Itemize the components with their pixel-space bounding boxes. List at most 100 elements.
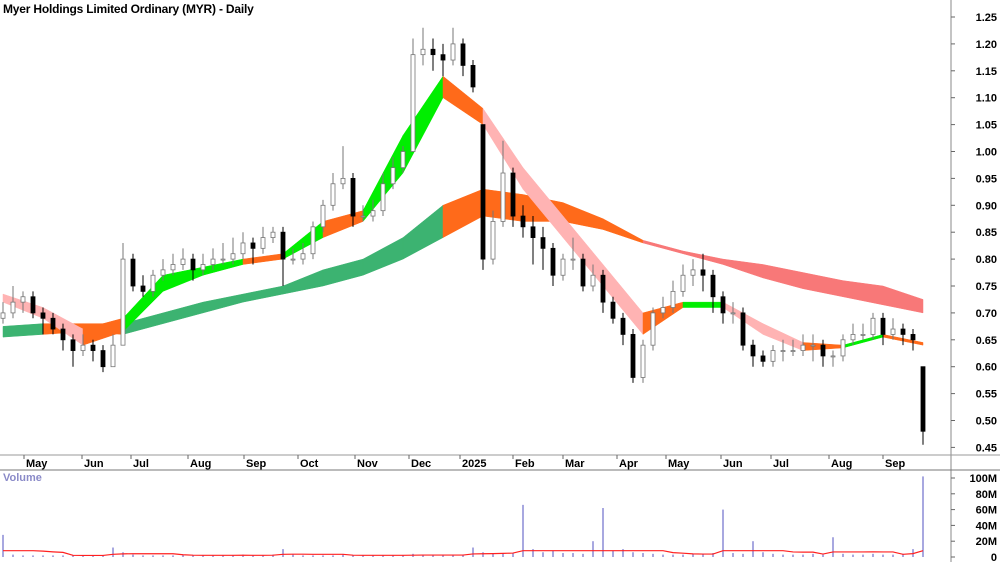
x-tick-label: Sep (885, 458, 905, 470)
y-tick-label: 1.05 (976, 120, 997, 132)
long-ribbon-segment (322, 258, 364, 287)
candle-up (590, 274, 596, 287)
candle-up (300, 253, 306, 260)
volume-tick-label: 0 (991, 552, 997, 562)
candle-up (310, 226, 316, 255)
candle-down (100, 350, 106, 368)
long-ribbon-segment (762, 264, 804, 290)
candle-down (620, 317, 626, 335)
candle-down (190, 258, 196, 271)
candle-up (870, 317, 876, 335)
candle-up (680, 274, 686, 292)
candle-down (430, 48, 436, 56)
x-tick-label: Sep (246, 458, 266, 470)
candle-up (80, 344, 86, 351)
x-tick-label: May (26, 458, 48, 470)
candle-down (820, 344, 826, 357)
candle-up (860, 334, 866, 336)
candle-up (390, 167, 396, 185)
candle-down (250, 242, 256, 249)
candle-down (580, 258, 586, 287)
short-ribbon-segment (402, 75, 444, 174)
candle-up (120, 258, 126, 346)
candle-up (890, 328, 896, 335)
long-ribbon-segment (242, 285, 284, 303)
x-tick-label: Mar (565, 458, 585, 470)
y-tick-label: 0.95 (976, 173, 997, 185)
candle-down (40, 312, 46, 319)
candle-up (490, 221, 496, 260)
long-ribbon-segment (722, 258, 764, 279)
candle-down (440, 54, 446, 61)
candle-up (170, 264, 176, 271)
long-ribbon-segment (642, 239, 684, 255)
volume-tick-label: 40M (976, 520, 997, 532)
candle-up (360, 215, 366, 218)
long-ribbon-segment (282, 269, 324, 295)
candle-down (530, 226, 536, 238)
long-ribbon-segment (202, 293, 244, 314)
y-tick-label: 1.20 (976, 39, 997, 51)
candle-up (270, 231, 276, 238)
candle-up (410, 54, 416, 152)
candle-up (500, 172, 506, 222)
volume-tick-label: 60M (976, 505, 997, 517)
chart-title: Myer Holdings Limited Ordinary (MYR) - D… (3, 2, 254, 16)
volume-tick-label: 80M (976, 489, 997, 501)
short-ribbon-segment (82, 317, 124, 346)
x-tick-label: Aug (190, 458, 211, 470)
long-ribbon-segment (842, 280, 884, 306)
candle-down (70, 339, 76, 351)
candle-up (790, 350, 796, 352)
long-ribbon-segment (2, 323, 44, 338)
candle-up (330, 183, 336, 206)
candle-down (550, 247, 556, 276)
long-ribbon-segment (362, 237, 404, 276)
candle-down (140, 285, 146, 292)
candle-up (690, 269, 696, 276)
volume-tick-label: 20M (976, 536, 997, 548)
x-tick-label: Dec (411, 458, 431, 470)
y-tick-label: 0.80 (976, 254, 997, 266)
candle-down (900, 328, 906, 335)
x-tick-label: Oct (300, 458, 319, 470)
candle-up (420, 48, 426, 56)
candle-up (240, 242, 246, 255)
candle-up (400, 151, 406, 169)
candle-down (920, 366, 926, 432)
candle-down (540, 237, 546, 249)
candle-up (290, 258, 296, 261)
candle-down (350, 177, 356, 217)
x-tick-label: Feb (515, 458, 535, 470)
candle-up (150, 274, 156, 292)
short-ribbon-segment (242, 253, 284, 265)
long-ribbon-segment (802, 272, 844, 298)
candle-down (90, 344, 96, 351)
candle-up (640, 344, 646, 378)
candle-down (520, 215, 526, 228)
candle-up (210, 258, 216, 265)
candle-up (260, 237, 266, 249)
long-term-ma-ribbon (2, 188, 924, 338)
candle-down (600, 274, 606, 303)
volume-average-line (3, 550, 924, 557)
volume-bars (2, 476, 924, 557)
candle-down (280, 231, 286, 260)
x-tick-label: Aug (831, 458, 852, 470)
candle-up (450, 43, 456, 61)
candle-up (810, 344, 816, 347)
candle-up (780, 350, 786, 352)
x-tick-label: Jul (773, 458, 789, 470)
candle-up (20, 296, 26, 303)
candle-down (740, 312, 746, 346)
candle-down (910, 334, 916, 341)
candle-down (710, 274, 716, 298)
candle-down (50, 317, 56, 330)
x-tick-label: Nov (357, 458, 379, 470)
candle-up (830, 355, 836, 358)
short-ribbon-segment (442, 75, 484, 126)
candle-down (720, 296, 726, 314)
y-tick-label: 0.60 (976, 362, 997, 374)
y-tick-label: 0.50 (976, 416, 997, 428)
candle-down (610, 301, 616, 319)
